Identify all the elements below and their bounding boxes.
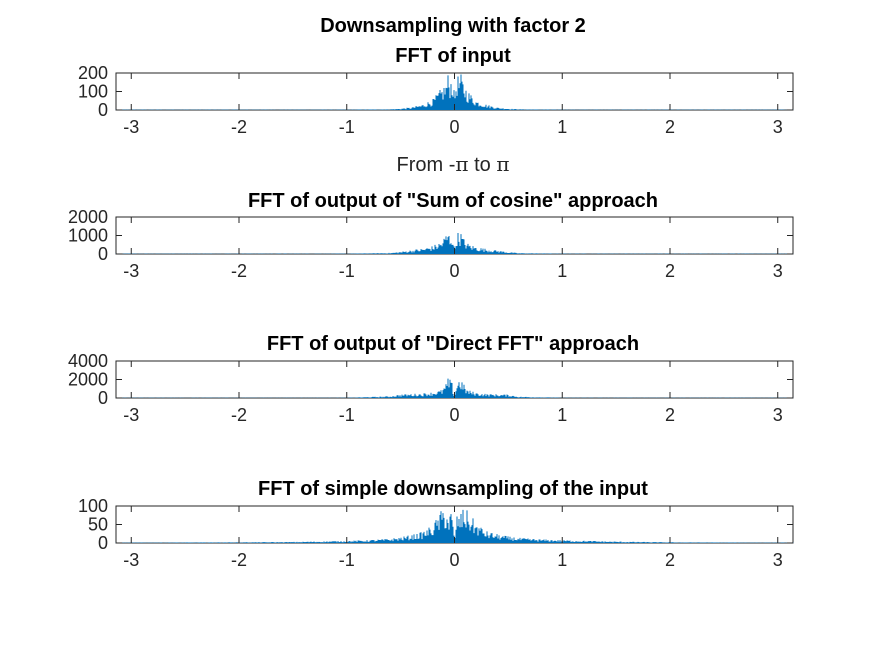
subplot-4-title: FFT of simple downsampling of the input xyxy=(258,478,648,500)
subplot-1-xtick-label: -1 xyxy=(339,117,355,137)
subplot-2-ytick-label: 1000 xyxy=(68,226,108,246)
subplot-2-title: FFT of output of "Sum of cosine" approac… xyxy=(248,190,658,212)
subplot-2-xtick-label: -1 xyxy=(339,261,355,281)
subplot-2-xtick-label: -3 xyxy=(123,261,139,281)
subplot-1-xlabel: From -π to π xyxy=(397,152,510,176)
subplot-1-xtick-label: 3 xyxy=(773,117,783,137)
subplot-4-xtick-label: -3 xyxy=(123,550,139,570)
subplot-3: FFT of output of "Direct FFT" approach -… xyxy=(68,333,794,425)
subplot-1-title: FFT of input xyxy=(395,45,511,67)
subplot-4-xtick-label: -1 xyxy=(339,550,355,570)
subplot-4-xtick-label: -2 xyxy=(231,550,247,570)
subplot-3-xtick-label: 1 xyxy=(557,405,567,425)
subplot-4-xtick-label: 0 xyxy=(449,550,459,570)
subplot-2-xtick-label: 2 xyxy=(665,261,675,281)
subplot-1-xtick-label: 1 xyxy=(557,117,567,137)
subplot-3-xtick-label: 0 xyxy=(449,405,459,425)
subplot-3-xtick-label: 2 xyxy=(665,405,675,425)
subplot-3-xtick-label: -1 xyxy=(339,405,355,425)
subplot-3-ytick-label: 4000 xyxy=(68,351,108,371)
subplot-4-ytick-label: 0 xyxy=(98,533,108,553)
subplot-4-ytick-label: 100 xyxy=(78,496,108,516)
subplot-3-axes xyxy=(115,360,794,399)
subplot-1-xtick-label: 2 xyxy=(665,117,675,137)
subplot-1-xtick-label: -3 xyxy=(123,117,139,137)
subplot-1-xtick-label: 0 xyxy=(449,117,459,137)
subplot-4-ytick-label: 50 xyxy=(88,515,108,535)
subplot-3-xtick-label: -3 xyxy=(123,405,139,425)
subplot-2: FFT of output of "Sum of cosine" approac… xyxy=(68,190,794,281)
subplot-4-xtick-label: 1 xyxy=(557,550,567,570)
subplot-1-ytick-label: 100 xyxy=(78,82,108,102)
subplot-2-ytick-label: 0 xyxy=(98,244,108,264)
subplot-1-ytick-label: 0 xyxy=(98,100,108,120)
subplot-3-xtick-label: -2 xyxy=(231,405,247,425)
subplot-4-xtick-label: 3 xyxy=(773,550,783,570)
subplot-3-ytick-label: 0 xyxy=(98,388,108,408)
subplot-1-xtick-label: -2 xyxy=(231,117,247,137)
subplot-1-ytick-label: 200 xyxy=(78,63,108,83)
subplot-2-xtick-label: 1 xyxy=(557,261,567,281)
subplot-2-xtick-label: -2 xyxy=(231,261,247,281)
subplot-4: FFT of simple downsampling of the input … xyxy=(78,478,794,570)
subplot-4-xtick-label: 2 xyxy=(665,550,675,570)
subplot-3-xtick-label: 3 xyxy=(773,405,783,425)
subplot-2-ytick-label: 2000 xyxy=(68,207,108,227)
subplot-2-xtick-label: 3 xyxy=(773,261,783,281)
subplot-1: FFT of input From -π to π -3 -2 -1 0 1 2 30100… xyxy=(78,45,794,176)
figure-title: Downsampling with factor 2 xyxy=(320,15,586,37)
subplot-3-title: FFT of output of "Direct FFT" approach xyxy=(267,333,639,355)
subplot-2-xtick-label: 0 xyxy=(449,261,459,281)
subplot-3-ytick-label: 2000 xyxy=(68,370,108,390)
